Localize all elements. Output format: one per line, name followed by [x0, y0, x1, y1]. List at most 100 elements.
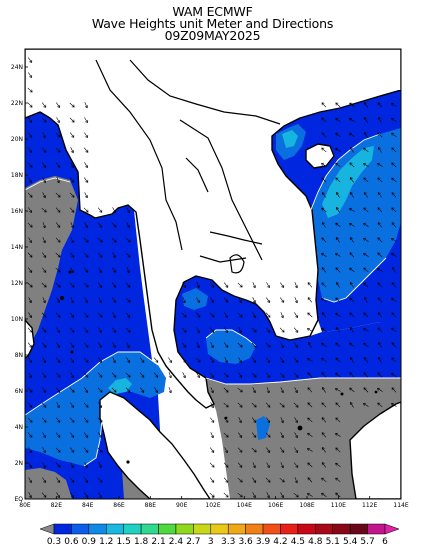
wave-direction-arrow: [27, 417, 33, 423]
wave-direction-arrow: [209, 327, 215, 333]
wave-direction-arrow: [41, 207, 47, 213]
wave-direction-arrow: [321, 282, 327, 288]
wave-direction-arrow: [280, 357, 285, 363]
colorbar-label: 4.8: [308, 537, 323, 547]
wave-direction-arrow: [335, 477, 341, 483]
wave-direction-arrow: [84, 132, 89, 138]
wave-direction-arrow: [83, 372, 89, 378]
wave-direction-arrow: [293, 357, 299, 363]
wave-direction-arrow: [251, 402, 257, 408]
wave-direction-arrow: [210, 342, 215, 349]
axis-ticks: 80E 82E 84E 86E 88E 90E 102E 104E 106E 108E 110E 11…: [11, 64, 409, 509]
y-tick-label: 16N: [11, 208, 23, 215]
wave-direction-arrow: [391, 267, 396, 273]
wave-direction-arrow: [335, 191, 340, 198]
wave-direction-arrow: [349, 402, 354, 408]
colorbar-swatch: [193, 523, 212, 535]
wave-direction-arrow: [27, 102, 33, 108]
wave-direction-arrow: [182, 297, 187, 304]
wave-direction-arrow: [363, 342, 369, 347]
wave-direction-arrow: [307, 342, 312, 348]
wave-direction-arrow: [98, 492, 103, 499]
wave-direction-arrow: [70, 237, 75, 244]
wave-direction-arrow: [28, 177, 33, 184]
wave-direction-arrow: [237, 372, 243, 378]
wave-direction-arrow: [97, 417, 103, 423]
wave-direction-arrow: [293, 492, 299, 498]
wave-direction-arrow: [307, 357, 313, 362]
map-subtitle: Wave Heights unit Meter and Directions: [91, 16, 334, 31]
colorbar-label: 0.6: [64, 537, 79, 547]
wave-direction-arrow: [321, 207, 327, 213]
wave-direction-arrow: [125, 387, 131, 393]
wave-direction-arrow: [349, 177, 354, 183]
wave-direction-arrow: [349, 267, 355, 273]
wave-direction-arrow: [27, 162, 33, 168]
wave-direction-arrow: [279, 327, 285, 333]
wave-direction-arrow: [97, 312, 103, 318]
wave-direction-arrow: [70, 342, 75, 348]
wave-direction-arrow: [349, 147, 354, 153]
wave-direction-arrow: [377, 192, 383, 198]
wave-direction-arrow: [349, 252, 355, 258]
wave-direction-arrow: [42, 132, 47, 139]
wave-direction-arrow: [252, 387, 257, 394]
wave-direction-arrow: [377, 312, 382, 318]
wave-direction-arrow: [391, 312, 397, 318]
wave-direction-arrow: [139, 387, 145, 393]
wave-direction-arrow: [321, 342, 327, 348]
x-tick-label: 86E: [113, 502, 125, 509]
wave-direction-arrow: [182, 282, 187, 288]
wave-direction-arrow: [55, 372, 61, 378]
wave-direction-arrow: [307, 312, 313, 318]
wave-direction-arrow: [335, 432, 341, 437]
wave-direction-arrow: [391, 222, 397, 228]
wave-direction-arrow: [55, 447, 61, 453]
wave-direction-arrow: [349, 312, 355, 318]
wave-direction-arrow: [265, 342, 271, 348]
wave-direction-arrow: [391, 192, 397, 198]
wave-direction-arrow: [27, 447, 33, 453]
colorbar-swatch: [245, 523, 264, 535]
wave-direction-arrow: [377, 177, 383, 183]
wave-direction-arrow: [97, 372, 103, 378]
wave-direction-arrow: [279, 402, 285, 408]
x-tick-label: 110E: [331, 502, 346, 509]
wave-direction-arrow: [279, 372, 285, 378]
wave-direction-arrow: [321, 492, 327, 497]
wave-direction-arrow: [335, 327, 341, 333]
wave-direction-arrow: [42, 357, 47, 364]
wave-direction-arrow: [84, 222, 89, 228]
wave-direction-arrow: [98, 432, 103, 438]
wave-direction-arrow: [83, 312, 89, 318]
colorbar-swatch: [332, 523, 351, 535]
wave-direction-arrow: [391, 252, 397, 257]
wave-direction-arrow: [251, 327, 257, 333]
wave-direction-arrow: [363, 372, 369, 378]
wave-direction-arrow: [139, 357, 145, 363]
wave-direction-arrow: [348, 207, 355, 212]
colorbar-label: 2.1: [151, 537, 165, 547]
wave-direction-arrow: [293, 402, 299, 408]
wave-direction-arrow: [363, 387, 369, 393]
wave-direction-arrow: [27, 387, 33, 393]
wave-direction-arrow: [111, 222, 117, 228]
wave-direction-arrow: [42, 447, 47, 454]
wave-direction-arrow: [363, 296, 368, 303]
wave-direction-arrow: [55, 282, 61, 288]
y-tick-label: 14N: [11, 244, 23, 251]
wave-direction-arrow: [349, 387, 355, 393]
wave-direction-arrow: [307, 297, 313, 303]
wave-direction-arrow: [168, 357, 173, 363]
wave-direction-arrow: [126, 357, 131, 363]
colorbar: 0.3 0.6 0.9 1.2 1.5 1.8 2.1 2.4 2.7 3 3.3 3.6 3.9 4.2…: [39, 523, 400, 547]
wave-direction-arrow: [69, 327, 75, 333]
wave-direction-arrow: [335, 417, 341, 423]
wave-direction-arrow: [335, 357, 341, 363]
wave-direction-arrow: [70, 432, 75, 438]
y-tick-label: 2N: [15, 460, 23, 467]
direction-arrows: [27, 57, 397, 499]
wave-direction-arrow: [363, 207, 369, 213]
wave-direction-arrow: [377, 342, 382, 348]
